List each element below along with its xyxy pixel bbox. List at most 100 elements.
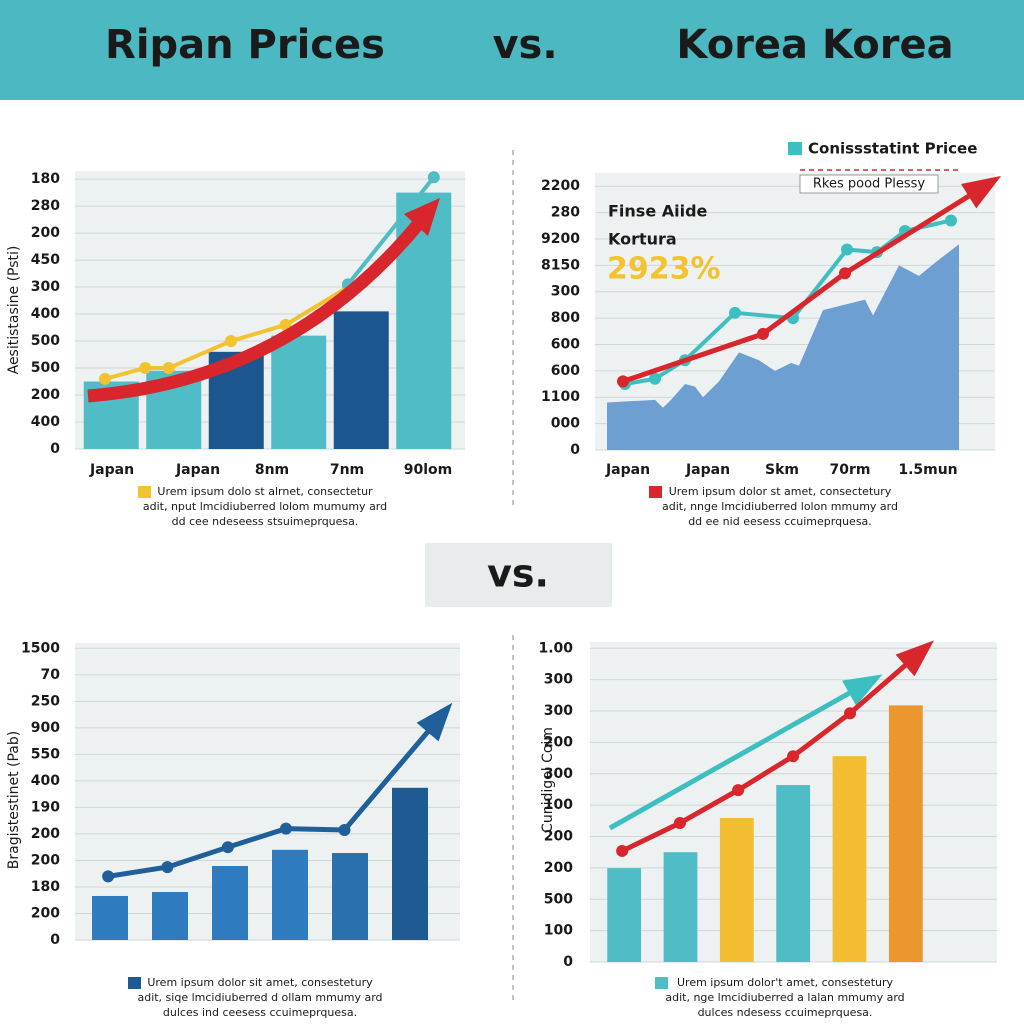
bar xyxy=(888,705,923,962)
y-tick-label: 600 xyxy=(551,336,580,352)
y-tick-label: 500 xyxy=(544,891,573,907)
x-tick-label: Japan xyxy=(685,462,730,478)
annotation: Kortura xyxy=(608,230,677,249)
y-tick-label: 200 xyxy=(31,826,60,842)
line-marker xyxy=(99,372,112,385)
trend-arrow-head xyxy=(404,198,440,236)
x-tick-label: Japan xyxy=(605,462,650,478)
line-marker xyxy=(338,823,351,836)
series-legend-label: Conissstatint Pricee xyxy=(808,140,977,158)
line xyxy=(346,175,436,286)
line xyxy=(608,678,874,831)
y-tick-label: 200 xyxy=(31,852,60,868)
y-tick-label: 500 xyxy=(31,360,60,376)
legend-text: adit, siqe lmcidiuberred d ollam mmumy a… xyxy=(137,991,382,1004)
line-marker xyxy=(221,841,234,854)
y-tick-label: 100 xyxy=(544,923,573,939)
y-axis-label: Cunidigel Coim xyxy=(540,727,556,833)
bar xyxy=(92,895,128,940)
arrow-head xyxy=(961,175,1002,209)
line-marker xyxy=(225,335,237,348)
legend-swatch xyxy=(128,977,141,989)
y-tick-label: 280 xyxy=(551,205,580,221)
y-tick-label: 8150 xyxy=(541,257,580,273)
y-tick-label: 200 xyxy=(31,905,60,921)
x-tick-label: 70rm xyxy=(830,462,871,478)
line-marker xyxy=(839,267,851,280)
y-tick-label: 2200 xyxy=(541,178,580,194)
x-tick-label: 7nm xyxy=(330,462,364,478)
line-marker xyxy=(732,784,745,797)
line xyxy=(622,180,993,384)
y-tick-label: 0 xyxy=(570,442,580,458)
y-tick-label: 1100 xyxy=(541,389,580,405)
y-tick-label: 300 xyxy=(544,672,573,688)
y-tick-label: 0 xyxy=(563,954,573,970)
y-tick-label: 100 xyxy=(544,797,573,813)
y-tick-label: 400 xyxy=(31,306,60,322)
line-marker xyxy=(757,327,769,340)
y-tick-label: 0 xyxy=(50,932,60,948)
y-tick-label: 600 xyxy=(551,363,580,379)
x-tick-label: 90lom xyxy=(404,462,453,478)
series-legend-swatch xyxy=(788,142,802,155)
y-tick-label: 400 xyxy=(31,414,60,430)
trend-arrow xyxy=(87,217,426,403)
legend-swatch xyxy=(649,486,662,498)
area xyxy=(607,244,959,450)
bar xyxy=(152,892,188,940)
line-marker xyxy=(102,870,115,883)
y-tick-label: 800 xyxy=(551,310,580,326)
y-tick-label: 450 xyxy=(31,252,60,268)
line-marker xyxy=(945,214,957,227)
line-marker xyxy=(427,171,440,184)
y-axis-label: Aesitistasine (Psti) xyxy=(6,246,22,375)
bar xyxy=(776,785,811,962)
legend-text: adit, nnge lmcidiuberred lolon mmumy ard xyxy=(662,500,898,513)
note-label: Rkes pood Plessy xyxy=(813,177,926,192)
line-marker xyxy=(162,362,175,375)
legend-text: adit, nge lmcidiuberred a lalan mmumy ar… xyxy=(665,991,904,1004)
y-tick-label: 300 xyxy=(544,703,573,719)
line-marker xyxy=(787,750,800,763)
line-marker xyxy=(617,375,629,388)
y-tick-label: 900 xyxy=(31,720,60,736)
line-marker xyxy=(649,372,661,385)
y-tick-label: 180 xyxy=(31,879,60,895)
line-marker xyxy=(841,243,853,256)
y-tick-label: 280 xyxy=(31,198,60,214)
bar xyxy=(271,335,327,449)
legend-swatch xyxy=(138,486,151,498)
arrow-head xyxy=(842,674,883,706)
y-tick-label: 000 xyxy=(551,416,580,432)
y-tick-label: 300 xyxy=(544,766,573,782)
y-tick-label: 190 xyxy=(31,799,60,815)
line-marker xyxy=(279,822,292,835)
line-marker xyxy=(616,844,629,857)
x-tick-label: Japan xyxy=(175,462,220,478)
line-marker xyxy=(161,861,174,874)
bar xyxy=(333,311,389,449)
y-tick-label: 300 xyxy=(31,279,60,295)
title-right: Korea Korea xyxy=(676,22,953,68)
y-tick-label: 0 xyxy=(50,441,60,457)
line-marker xyxy=(729,306,741,319)
legend-text: Urem ipsum dolor st amet, consectetury xyxy=(669,485,892,498)
y-tick-label: 200 xyxy=(544,734,573,750)
arrow-head xyxy=(416,702,453,742)
x-tick-label: 1.5mun xyxy=(898,462,957,478)
y-tick-label: 300 xyxy=(551,284,580,300)
bar xyxy=(392,787,428,940)
highlight: 2923% xyxy=(607,252,721,287)
vs-box xyxy=(425,543,612,607)
note-box xyxy=(799,174,939,194)
y-tick-label: 1500 xyxy=(21,640,60,656)
y-tick-label: 180 xyxy=(31,171,60,187)
annotation: Finse Aiide xyxy=(608,202,708,221)
line-marker xyxy=(139,362,152,375)
legend-swatch xyxy=(655,977,668,989)
bar xyxy=(272,849,308,940)
line xyxy=(107,710,447,879)
